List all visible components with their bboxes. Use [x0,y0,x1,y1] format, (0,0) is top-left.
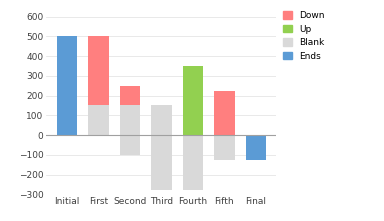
Bar [182,135,203,190]
Bar [245,135,266,160]
Bar [119,86,140,105]
Bar [119,105,140,155]
Bar [214,91,235,135]
Bar [214,135,235,160]
Bar [151,105,172,190]
Bar [88,36,109,105]
Bar [88,105,109,135]
Legend: Down, Up, Blank, Ends: Down, Up, Blank, Ends [283,11,325,61]
Bar [182,66,203,135]
Bar [56,36,77,135]
